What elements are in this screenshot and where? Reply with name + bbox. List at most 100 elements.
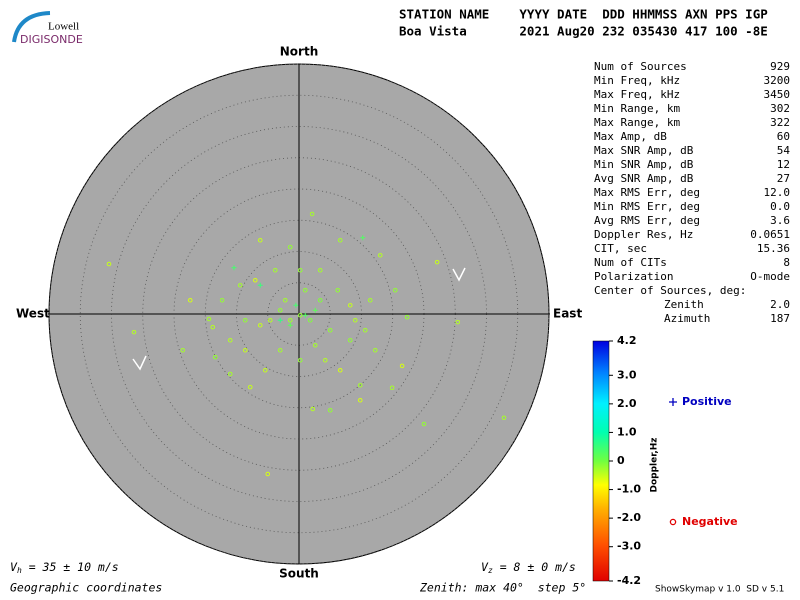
stat-value: 302 [770,102,790,115]
source-positive [312,307,318,313]
stat-value: 27 [777,172,790,185]
logo-top: Lowell [48,21,79,33]
source-negative [227,371,233,377]
source-negative [237,282,243,288]
source-negative [421,421,427,427]
source-negative [277,307,283,313]
source-negative [501,415,507,421]
source-negative [307,317,313,323]
source-negative [227,337,233,343]
stat-label: Min Range, km [594,102,680,115]
south-label: South [279,567,319,581]
source-negative [335,287,341,293]
source-negative [404,314,410,320]
stat-label: Center of Sources, deg: [594,284,746,297]
stat-label: Max Range, km [594,116,680,129]
stat-value: 322 [770,116,790,129]
velocity-marker [132,355,147,371]
source-negative [252,277,258,283]
source-negative [212,354,218,360]
source-negative [131,329,137,335]
source-negative [357,382,363,388]
source-negative [317,297,323,303]
stat-value: 0.0 [770,200,790,213]
stat-label: CIT, sec [594,242,647,255]
east-label: East [553,307,582,321]
source-negative [282,297,288,303]
source-positive [277,317,283,323]
source-negative [392,287,398,293]
source-negative [247,384,253,390]
source-negative [455,319,461,325]
source-negative [310,406,316,412]
stat-label: Num of CITs [594,256,667,269]
zenith-note: Zenith: max 40° step 5° [419,581,586,595]
source-positive [302,312,308,318]
source-negative [257,322,263,328]
west-label: West [16,307,50,321]
source-negative [187,297,193,303]
colorbar-tick-label: 4.2 [617,334,637,347]
source-negative [317,267,323,273]
source-negative [322,357,328,363]
source-negative [206,316,212,322]
legend-marker [669,518,677,526]
vz-symbol: V [481,560,489,574]
source-negative [277,347,283,353]
coordinates-note: Geographic coordinates [10,581,162,595]
legend-marker [669,398,677,406]
colorbar-tick-label: 3.0 [617,368,637,381]
colorbar-tick-label: -1.0 [617,483,641,496]
source-negative [219,297,225,303]
source-negative [242,347,248,353]
colorbar-tick-label: 1.0 [617,425,637,438]
legend-label: Positive [682,395,732,408]
center-label: Zenith [664,298,704,311]
stat-label: Max Amp, dB [594,130,667,143]
stat-label: Num of Sources [594,60,687,73]
header-labels: STATION NAME YYYY DATE DDD HHMMSS AXN PP… [399,7,768,22]
source-negative [399,363,405,369]
source-negative [352,317,358,323]
source-negative [367,297,373,303]
colorbar-tick-label: -2.0 [617,511,641,524]
source-negative [347,337,353,343]
vh-text: = 35 ± 10 m/s [22,560,119,574]
source-negative [327,327,333,333]
stat-value: 3.6 [770,214,790,227]
colorbar-tick-label: -3.0 [617,540,641,553]
version-note: ShowSkymap v 1.0 SD v 5.1 [655,585,784,595]
logo-swoosh [12,11,51,43]
source-positive [293,302,299,308]
source-negative [287,244,293,250]
stat-value: 3450 [764,88,791,101]
center-value: 187 [770,312,790,325]
stat-label: Avg RMS Err, deg [594,214,700,227]
source-negative [434,259,440,265]
source-negative [302,287,308,293]
source-positive [231,265,237,271]
source-negative [372,347,378,353]
stat-value: 12 [777,158,790,171]
source-negative [210,324,216,330]
source-negative [312,342,318,348]
source-negative [257,237,263,243]
source-negative [106,261,112,267]
stat-value: 60 [777,130,790,143]
vh-symbol: V [10,560,18,574]
source-negative [327,407,333,413]
source-positive [360,235,366,241]
header-values: Boa Vista 2021 Aug20 232 035430 417 100 … [399,24,768,39]
source-negative [297,357,303,363]
velocity-marker [452,267,466,282]
stat-label: Max RMS Err, deg [594,186,700,199]
stat-label: Max SNR Amp, dB [594,144,694,157]
colorbar-tick-label: -4.2 [617,574,641,587]
source-negative [377,252,383,258]
stat-value: 15.36 [757,242,790,255]
stat-value: 0.0651 [750,228,790,241]
colorbar-tick-label: 2.0 [617,397,637,410]
stat-label: Doppler Res, Hz [594,228,693,241]
source-negative [337,237,343,243]
colorbar [592,340,610,582]
